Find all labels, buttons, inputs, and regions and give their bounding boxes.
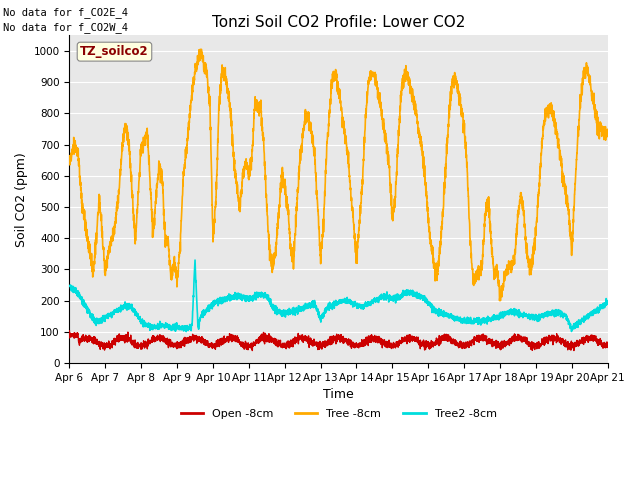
Tree2 -8cm [182,329,190,335]
Tree -8cm [604,129,612,134]
Text: No data for f_CO2W_4: No data for f_CO2W_4 [3,22,128,33]
Tree2 -8cm [553,308,561,314]
Tree -8cm [391,196,399,202]
Tree2 -8cm [65,283,73,289]
Text: No data for f_CO2E_4: No data for f_CO2E_4 [3,7,128,18]
Tree -8cm [65,156,73,162]
Tree -8cm [181,165,189,171]
Tree2 -8cm [604,298,612,303]
X-axis label: Time: Time [323,388,354,401]
Open -8cm [553,331,561,336]
Tree -8cm [216,91,224,97]
Line: Tree2 -8cm: Tree2 -8cm [69,260,608,332]
Open -8cm [391,343,399,349]
Text: TZ_soilco2: TZ_soilco2 [80,45,148,58]
Tree2 -8cm [604,299,611,305]
Tree2 -8cm [401,292,408,298]
Tree -8cm [401,78,408,84]
Open -8cm [401,337,408,343]
Tree -8cm [553,135,561,141]
Tree2 -8cm [181,327,189,333]
Tree2 -8cm [191,257,199,263]
Tree2 -8cm [216,297,224,303]
Open -8cm [65,328,73,334]
Open -8cm [604,340,612,346]
Y-axis label: Soil CO2 (ppm): Soil CO2 (ppm) [15,152,28,247]
Line: Open -8cm: Open -8cm [69,331,608,350]
Tree -8cm [604,130,611,135]
Open -8cm [248,348,256,353]
Legend: Open -8cm, Tree -8cm, Tree2 -8cm: Open -8cm, Tree -8cm, Tree2 -8cm [176,404,501,423]
Title: Tonzi Soil CO2 Profile: Lower CO2: Tonzi Soil CO2 Profile: Lower CO2 [212,15,465,30]
Tree2 -8cm [391,295,399,300]
Open -8cm [216,339,223,345]
Line: Tree -8cm: Tree -8cm [69,49,608,300]
Open -8cm [181,341,189,347]
Tree -8cm [196,47,204,52]
Tree -8cm [496,298,504,303]
Open -8cm [604,344,611,349]
